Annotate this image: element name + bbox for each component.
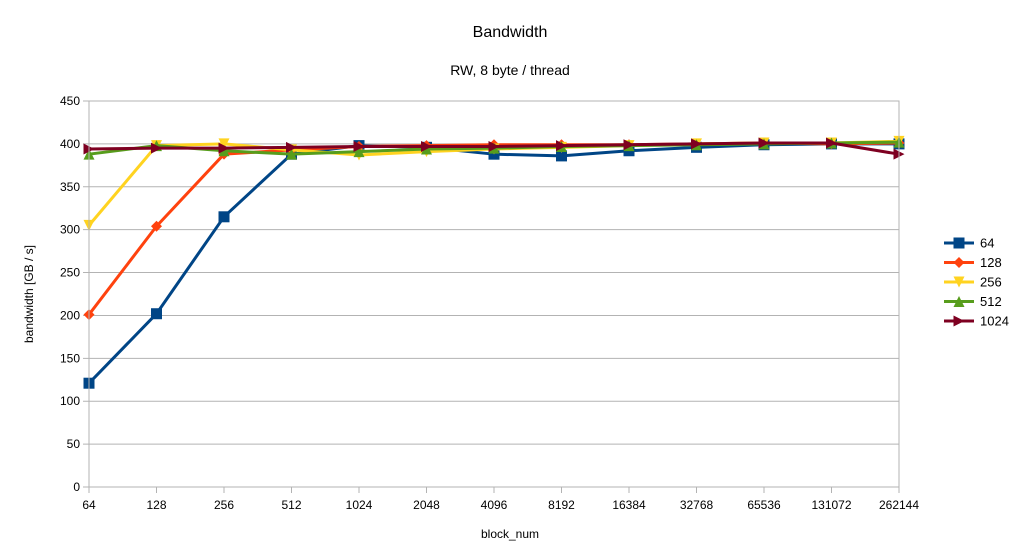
chart-subtitle: RW, 8 byte / thread [450,62,570,78]
data-point [623,139,635,151]
series-group [83,135,905,389]
y-tick-label: 300 [60,223,80,237]
y-tick-label: 0 [73,480,80,494]
data-point [758,137,770,149]
data-point [826,137,837,149]
data-point [953,315,965,327]
legend-entry: 512 [944,294,1002,309]
data-point [353,140,365,152]
y-tick-label: 400 [60,137,80,151]
data-point [218,142,230,154]
x-tick-label: 128 [146,498,166,512]
data-point [556,150,567,162]
legend-entry: 256 [944,275,1002,290]
plot-area-frame [88,100,900,488]
x-tick-label: 16384 [612,498,646,512]
y-tick-label: 250 [60,266,80,280]
legend-label: 64 [980,236,994,251]
data-point [286,148,297,160]
x-tick-labels: 64 128 256 512 1024 2048 4096 8192 16384 32768 655… [82,498,919,512]
y-tick-label: 450 [60,94,80,108]
y-tick-label: 150 [60,351,80,365]
x-tick-label: 512 [281,498,301,512]
legend-entry: 64 [944,236,994,251]
data-point [218,211,230,223]
data-point [421,140,432,152]
series-128 [83,137,905,321]
data-point [953,257,965,268]
x-tick-label: 4096 [481,498,508,512]
legend: 64 128 256 512 1024 [944,236,1009,329]
data-point [353,146,365,158]
series-1024 [83,137,905,160]
x-tick-label: 1024 [346,498,373,512]
x-tick-label: 32768 [680,498,714,512]
y-axis-label: bandwidth [GB / s] [22,245,36,343]
x-tick-label: 64 [82,498,96,512]
y-tick-label: 200 [60,308,80,322]
data-point [691,138,702,150]
data-point [556,140,567,152]
data-point [488,140,500,152]
y-tick-label: 350 [60,180,80,194]
x-tick-label: 131072 [811,498,851,512]
data-point [151,220,162,232]
data-point [151,308,162,320]
x-axis-label: block_num [481,527,539,541]
legend-label: 512 [980,294,1002,309]
y-tick-label: 100 [60,394,80,408]
series-line [87,141,900,316]
data-point [286,141,297,153]
data-point [218,138,230,150]
x-tick-label: 2048 [413,498,440,512]
legend-label: 128 [980,255,1002,270]
legend-entry: 128 [944,255,1002,270]
legend-label: 1024 [980,314,1009,329]
series-64 [83,138,905,389]
data-point [953,296,965,307]
x-tick-label: 8192 [548,498,575,512]
y-tick-labels: 0 50 100 150 200 250 300 350 400 450 [60,94,80,494]
y-tick-label: 50 [67,437,81,451]
data-point [151,142,162,154]
data-point [953,276,965,288]
gridlines [83,100,900,493]
series-line [87,142,899,385]
data-point [953,237,965,249]
legend-label: 256 [980,275,1002,290]
x-tick-label: 65536 [747,498,781,512]
legend-entry: 1024 [944,314,1009,329]
chart-title: Bandwidth [473,24,548,41]
x-tick-label: 262144 [879,498,919,512]
x-tick-label: 256 [214,498,234,512]
